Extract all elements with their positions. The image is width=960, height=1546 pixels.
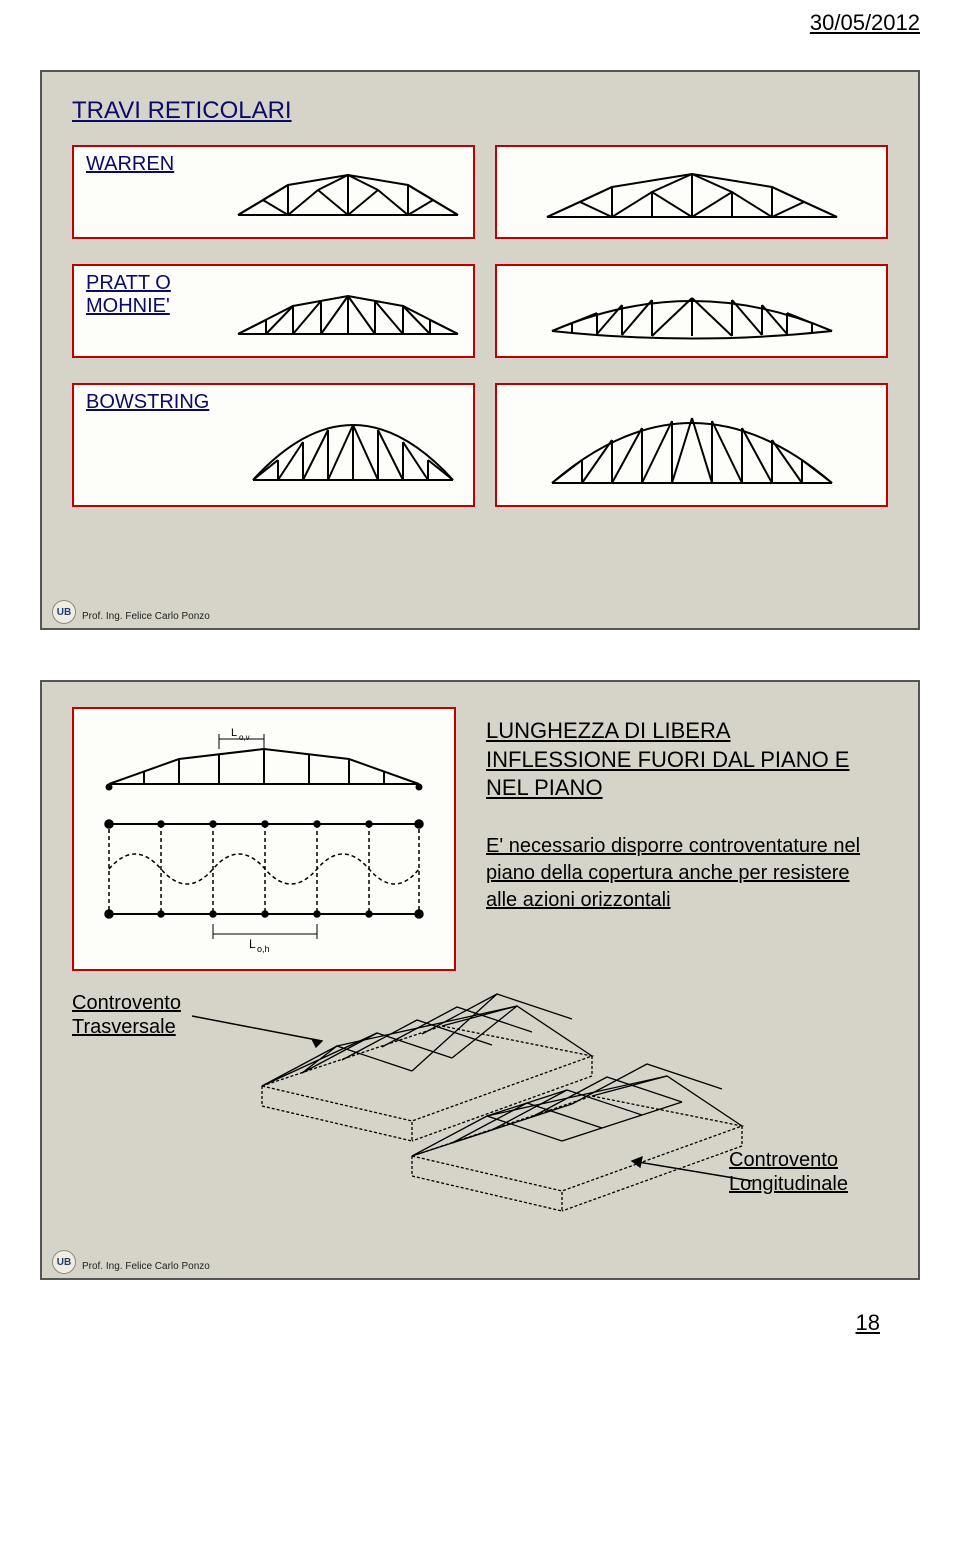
slide2-top-row: L o,v [72, 707, 888, 971]
header-date: 30/05/2012 [810, 10, 920, 36]
truss-pratt-right [495, 264, 888, 358]
bowstring-truss-b-icon [542, 398, 842, 493]
label-warren: WARREN [86, 153, 174, 176]
svg-text:L: L [231, 727, 237, 739]
slide-travi-reticolari: TRAVI RETICOLARI WARREN [40, 70, 920, 630]
warren-truss-a-icon [233, 165, 463, 220]
truss-bowstring-right [495, 383, 888, 507]
pratt-truss-a-icon [233, 284, 463, 339]
truss-pratt-left: PRATT O MOHNIE' [72, 264, 475, 358]
pratt-truss-b-icon [542, 281, 842, 341]
svg-text:L: L [249, 937, 256, 951]
buckling-figure: L o,v [72, 707, 456, 971]
label-pratt: PRATT O MOHNIE' [86, 272, 171, 318]
buckling-diagram-icon: L o,v [89, 724, 439, 954]
logo-icon-2: UB [52, 1250, 76, 1274]
logo-icon: UB [52, 600, 76, 624]
row-bowstring: BOWSTRING [72, 383, 888, 507]
svg-text:o,v: o,v [239, 733, 250, 742]
row-warren: WARREN [72, 145, 888, 239]
page-number: 18 [40, 1310, 920, 1346]
slide-lunghezza: L o,v [40, 680, 920, 1280]
label-bowstring: BOWSTRING [86, 391, 209, 414]
slide2-text: LUNGHEZZA DI LIBERA INFLESSIONE FUORI DA… [476, 707, 888, 971]
slide1-title: TRAVI RETICOLARI [72, 97, 888, 125]
footer-credit-2: Prof. Ing. Felice Carlo Ponzo [82, 1261, 210, 1272]
bowstring-truss-a-icon [243, 400, 463, 490]
warren-truss-b-icon [542, 162, 842, 222]
truss-bowstring-left: BOWSTRING [72, 383, 475, 507]
truss-warren-right [495, 145, 888, 239]
slide2-bottom: Controvento Trasversale Controvento Long… [72, 986, 888, 1216]
slide2-heading: LUNGHEZZA DI LIBERA INFLESSIONE FUORI DA… [486, 717, 878, 803]
footer-credit-1: Prof. Ing. Felice Carlo Ponzo [82, 611, 210, 622]
svg-text:o,h: o,h [257, 944, 270, 954]
row-pratt: PRATT O MOHNIE' [72, 264, 888, 358]
isometric-bracing-icon [72, 986, 892, 1216]
page: 30/05/2012 TRAVI RETICOLARI WARREN [0, 0, 960, 1366]
slide2-body: E' necessario disporre controventature n… [486, 833, 878, 914]
truss-warren-left: WARREN [72, 145, 475, 239]
